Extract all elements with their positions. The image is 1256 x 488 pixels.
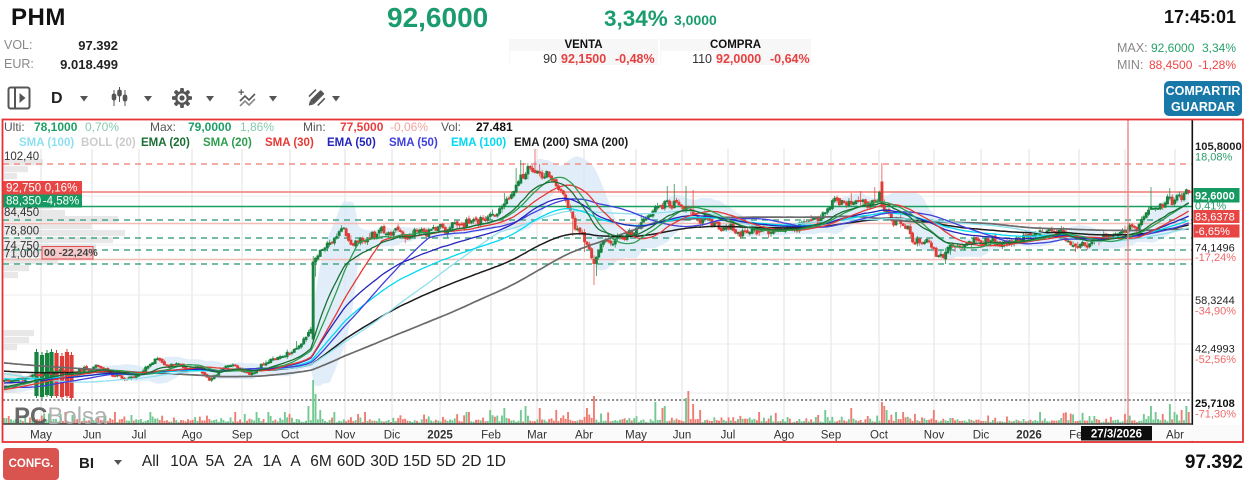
svg-text:Dic: Dic — [384, 430, 401, 442]
svg-text:May: May — [30, 430, 52, 442]
svg-text:42,4993: 42,4993 — [1195, 344, 1235, 356]
svg-text:SMA (30): SMA (30) — [265, 137, 314, 149]
svg-text:27/3/2026: 27/3/2026 — [1091, 429, 1142, 441]
svg-text:Ulti:: Ulti: — [4, 120, 25, 134]
svg-text:Nov: Nov — [335, 430, 356, 442]
svg-text:EMA (100): EMA (100) — [451, 137, 506, 149]
svg-text:Abr: Abr — [1166, 430, 1184, 442]
svg-text:0,16%: 0,16% — [45, 183, 78, 195]
svg-text:Sep: Sep — [821, 430, 841, 442]
svg-text:SMA (200): SMA (200) — [573, 137, 628, 149]
svg-text:27.481: 27.481 — [476, 120, 513, 134]
svg-text:Ago: Ago — [774, 430, 794, 442]
svg-text:Jul: Jul — [132, 430, 147, 442]
svg-text:-4,58%: -4,58% — [43, 196, 79, 208]
svg-text:PCBolsa: PCBolsa — [14, 403, 108, 430]
svg-text:00 -22,24%: 00 -22,24% — [44, 247, 98, 259]
svg-text:Mar: Mar — [527, 430, 547, 442]
svg-text:Oct: Oct — [870, 430, 889, 442]
svg-text:88,350: 88,350 — [6, 196, 41, 208]
svg-text:EMA (200): EMA (200) — [514, 137, 569, 149]
svg-text:SMA (100): SMA (100) — [19, 137, 74, 149]
svg-text:Nov: Nov — [924, 430, 945, 442]
svg-text:78,800: 78,800 — [4, 226, 39, 238]
svg-text:79,0000: 79,0000 — [188, 120, 232, 134]
svg-text:2025: 2025 — [427, 430, 453, 442]
svg-text:-0,06%: -0,06% — [390, 120, 428, 134]
svg-text:Dic: Dic — [973, 430, 990, 442]
svg-text:84,450: 84,450 — [4, 207, 39, 219]
svg-text:71,000: 71,000 — [4, 249, 39, 261]
svg-text:Max:: Max: — [150, 120, 176, 134]
svg-text:74.750: 74.750 — [4, 241, 39, 253]
svg-text:EMA (50): EMA (50) — [327, 137, 376, 149]
svg-text:+: + — [238, 87, 244, 99]
svg-text:Jun: Jun — [83, 430, 102, 442]
svg-text:Feb: Feb — [481, 430, 501, 442]
svg-text:Jun: Jun — [673, 430, 692, 442]
svg-text:1,86%: 1,86% — [240, 120, 274, 134]
svg-text:SMA (50): SMA (50) — [389, 137, 438, 149]
svg-text:92,750: 92,750 — [6, 183, 41, 195]
svg-text:D: D — [51, 90, 63, 107]
svg-text:May: May — [625, 430, 647, 442]
svg-text:Vol:: Vol: — [441, 120, 461, 134]
svg-text:78,1000: 78,1000 — [34, 120, 78, 134]
svg-text:BOLL (20): BOLL (20) — [81, 137, 136, 149]
svg-text:-6,65%: -6,65% — [1195, 226, 1230, 238]
svg-text:0,41%: 0,41% — [1195, 201, 1226, 213]
svg-text:-34,90%: -34,90% — [1195, 306, 1236, 318]
svg-text:Jul: Jul — [721, 430, 736, 442]
svg-text:EMA (20): EMA (20) — [141, 137, 190, 149]
svg-text:Abr: Abr — [575, 430, 593, 442]
svg-text:-52,56%: -52,56% — [1195, 354, 1236, 366]
svg-text:Min:: Min: — [303, 120, 326, 134]
svg-text:18,08%: 18,08% — [1195, 152, 1233, 164]
svg-text:102,40: 102,40 — [4, 151, 39, 163]
svg-text:25,7108: 25,7108 — [1195, 398, 1235, 410]
svg-text:2026: 2026 — [1016, 430, 1042, 442]
svg-text:92,6000: 92,6000 — [1195, 191, 1235, 203]
svg-text:74,1496: 74,1496 — [1195, 243, 1235, 255]
svg-text:-17,24%: -17,24% — [1195, 252, 1236, 264]
svg-text:105,8000: 105,8000 — [1195, 141, 1242, 153]
svg-text:-71,30%: -71,30% — [1195, 409, 1236, 421]
svg-text:SMA (20): SMA (20) — [203, 137, 252, 149]
svg-text:0,70%: 0,70% — [85, 120, 119, 134]
svg-text:Sep: Sep — [232, 430, 252, 442]
svg-text:Ago: Ago — [182, 430, 202, 442]
svg-text:83,6378: 83,6378 — [1195, 212, 1235, 224]
svg-text:77,5000: 77,5000 — [340, 120, 384, 134]
svg-text:Oct: Oct — [281, 430, 300, 442]
svg-text:58,3244: 58,3244 — [1195, 295, 1235, 307]
